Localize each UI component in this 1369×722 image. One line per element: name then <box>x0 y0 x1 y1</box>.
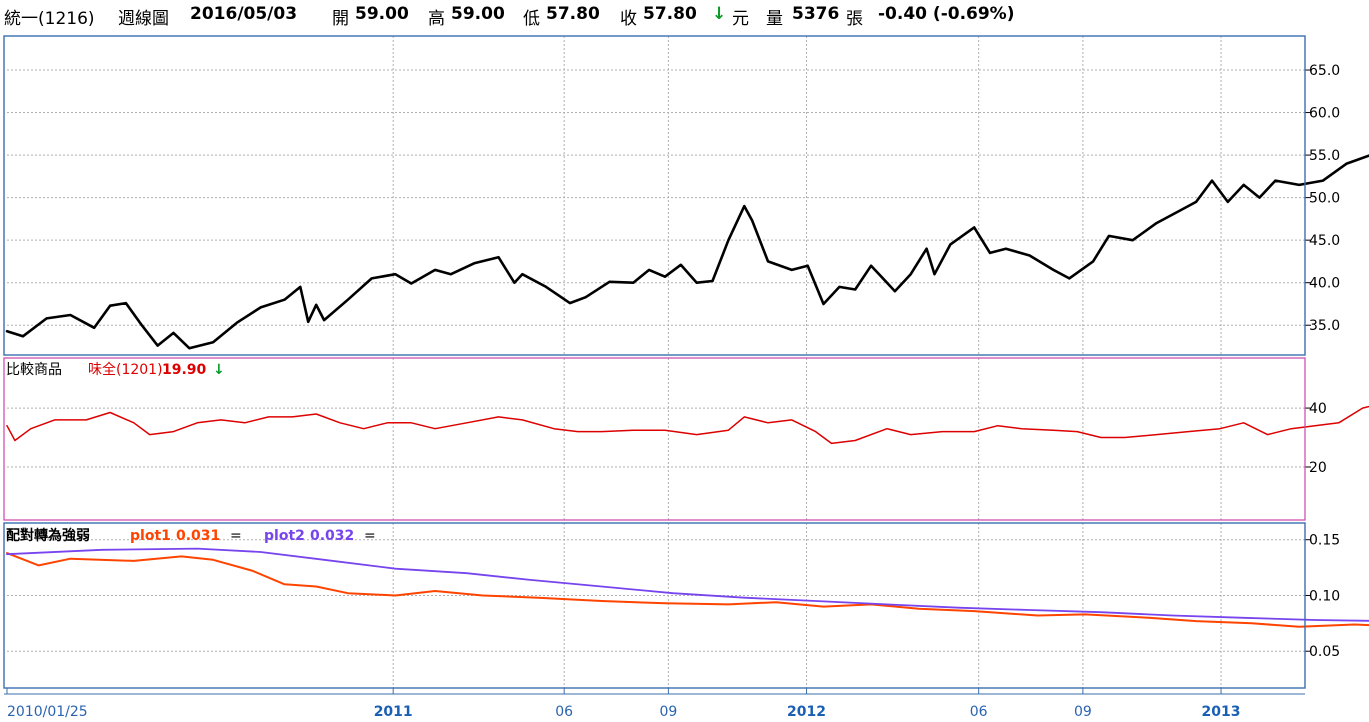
x-tick-label: 06 <box>970 704 988 720</box>
open-label: 開 <box>332 9 349 29</box>
compare-series-line <box>6 405 1369 445</box>
grid-layer <box>7 36 1305 688</box>
y-tick-label: 40 <box>1309 401 1327 417</box>
plot1-eq: = <box>230 528 242 544</box>
x-tick-label: 06 <box>555 704 573 720</box>
axis-layer: 2010/01/25201106092012060920130609201406… <box>6 63 1340 720</box>
x-tick-label: 2011 <box>374 704 413 720</box>
close-value: 57.80 <box>643 4 697 24</box>
y-tick-label: 60.0 <box>1309 106 1340 122</box>
plot2-value: 0.032 <box>310 528 354 544</box>
close-label: 收 <box>620 9 637 29</box>
open-value: 59.00 <box>355 4 409 24</box>
down-arrow-icon: ↓ <box>712 4 727 24</box>
price-panel-frame <box>3 35 1306 356</box>
period-label[interactable]: 週線圖 <box>118 9 169 29</box>
x-tick-label: 09 <box>659 704 677 720</box>
quote-header: 統一(1216) 週線圖 2016/05/03 開 59.00 高 59.00 … <box>0 0 1369 34</box>
y-tick-label: 0.15 <box>1309 533 1340 549</box>
y-tick-label: 50.0 <box>1309 191 1340 207</box>
x-tick-label: 2012 <box>787 704 826 720</box>
stock-name[interactable]: 統一(1216) <box>4 9 95 29</box>
indicator-label: 配對轉為強弱 <box>6 527 90 544</box>
price-change: -0.40 (-0.69%) <box>878 4 1015 24</box>
y-tick-label: 45.0 <box>1309 233 1340 249</box>
y-tick-label: 20 <box>1309 460 1327 476</box>
x-tick-label: 2013 <box>1202 704 1241 720</box>
y-tick-label: 0.10 <box>1309 588 1340 604</box>
frame-layer <box>3 35 1306 695</box>
volume-unit: 張 <box>846 9 863 29</box>
y-tick-label: 65.0 <box>1309 63 1340 79</box>
plot1-value: 0.031 <box>176 528 220 544</box>
y-tick-label: 35.0 <box>1309 318 1340 334</box>
price-unit: 元 <box>732 9 749 29</box>
volume-label: 量 <box>766 9 783 29</box>
quote-date: 2016/05/03 <box>190 4 298 24</box>
indicator-series-line <box>6 552 1369 628</box>
low-value: 57.80 <box>546 4 600 24</box>
high-label: 高 <box>428 9 445 29</box>
plot2-label: plot2 <box>264 528 305 544</box>
volume-value: 5376 <box>792 4 840 24</box>
compare-name[interactable]: 味全(1201) <box>88 361 163 378</box>
y-tick-label: 0.05 <box>1309 644 1340 660</box>
indicator-series-line <box>6 547 1369 622</box>
high-value: 59.00 <box>451 4 505 24</box>
plot1-label: plot1 <box>130 528 171 544</box>
plot2-eq: = <box>364 528 376 544</box>
compare-down-arrow-icon: ↓ <box>213 362 225 378</box>
series-layer <box>5 154 1369 628</box>
compare-label: 比較商品 <box>6 362 62 378</box>
compare-panel-frame <box>3 357 1306 521</box>
indicator-panel-frame <box>3 522 1306 689</box>
y-tick-label: 55.0 <box>1309 148 1340 164</box>
price-series-line <box>5 154 1369 350</box>
x-tick-label: 2010/01/25 <box>7 704 88 720</box>
y-tick-label: 40.0 <box>1309 276 1340 292</box>
compare-value: 19.90 <box>162 362 207 378</box>
low-label: 低 <box>523 9 540 29</box>
x-tick-label: 09 <box>1074 704 1092 720</box>
